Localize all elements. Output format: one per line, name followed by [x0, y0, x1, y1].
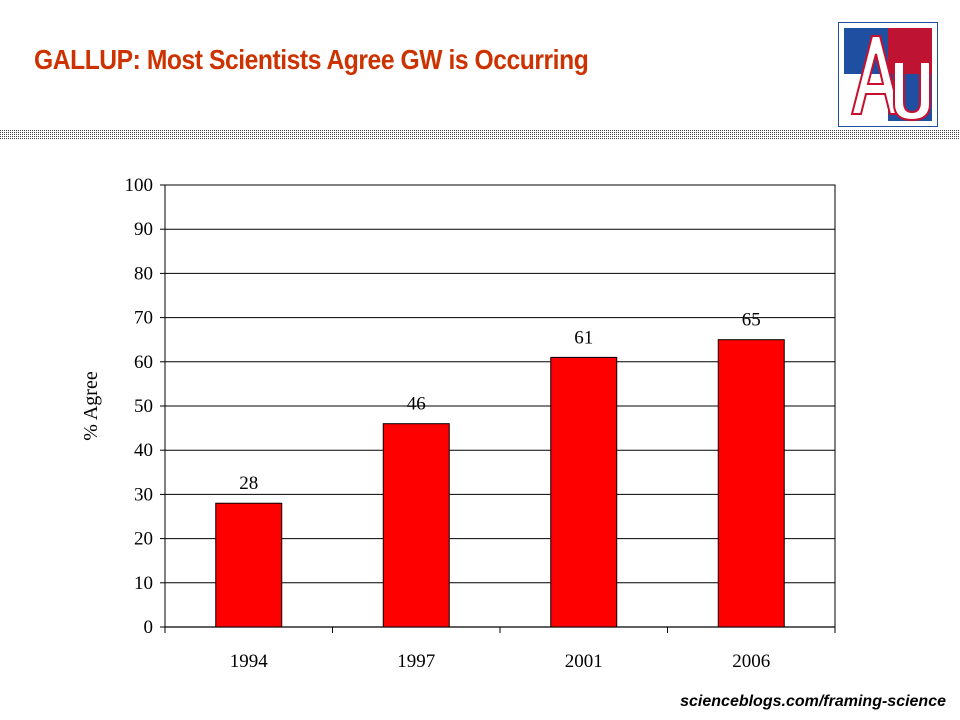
y-tick-label: 80: [134, 263, 153, 284]
bar-1994: [215, 502, 283, 628]
y-tick-label: 50: [134, 396, 153, 417]
data-label-1994: 28: [239, 473, 258, 494]
y-tick-label: 30: [134, 484, 153, 505]
slide-title: GALLUP: Most Scientists Agree GW is Occu…: [34, 44, 589, 75]
data-label-1997: 46: [407, 394, 426, 415]
bar-2006: [717, 339, 785, 628]
y-tick-label: 10: [134, 573, 153, 594]
american-university-logo-icon: [838, 22, 938, 127]
y-tick-label: 100: [125, 175, 154, 196]
x-tick-label-2001: 2001: [565, 651, 603, 672]
bar-2001: [550, 356, 618, 628]
y-tick-label: 60: [134, 352, 153, 373]
y-axis-label: % Agree: [80, 371, 102, 441]
x-tick-label-1994: 1994: [230, 651, 269, 672]
y-tick-label: 40: [134, 440, 153, 461]
data-label-2001: 61: [574, 327, 593, 348]
y-tick-label: 90: [134, 219, 153, 240]
y-tick-label: 0: [144, 617, 154, 638]
y-tick-label: 70: [134, 308, 153, 329]
data-label-2006: 65: [742, 310, 761, 331]
bar-chart: 0 10 20 30 40 50 60 70 80 90 100 28 1994 46 1997 61 2001…: [80, 175, 836, 672]
bar-1997: [382, 423, 450, 628]
y-tick-label: 20: [134, 529, 153, 550]
source-footer: scienceblogs.com/framing-science: [680, 693, 946, 710]
x-tick-label-1997: 1997: [397, 651, 435, 672]
x-tick-label-2006: 2006: [732, 651, 770, 672]
